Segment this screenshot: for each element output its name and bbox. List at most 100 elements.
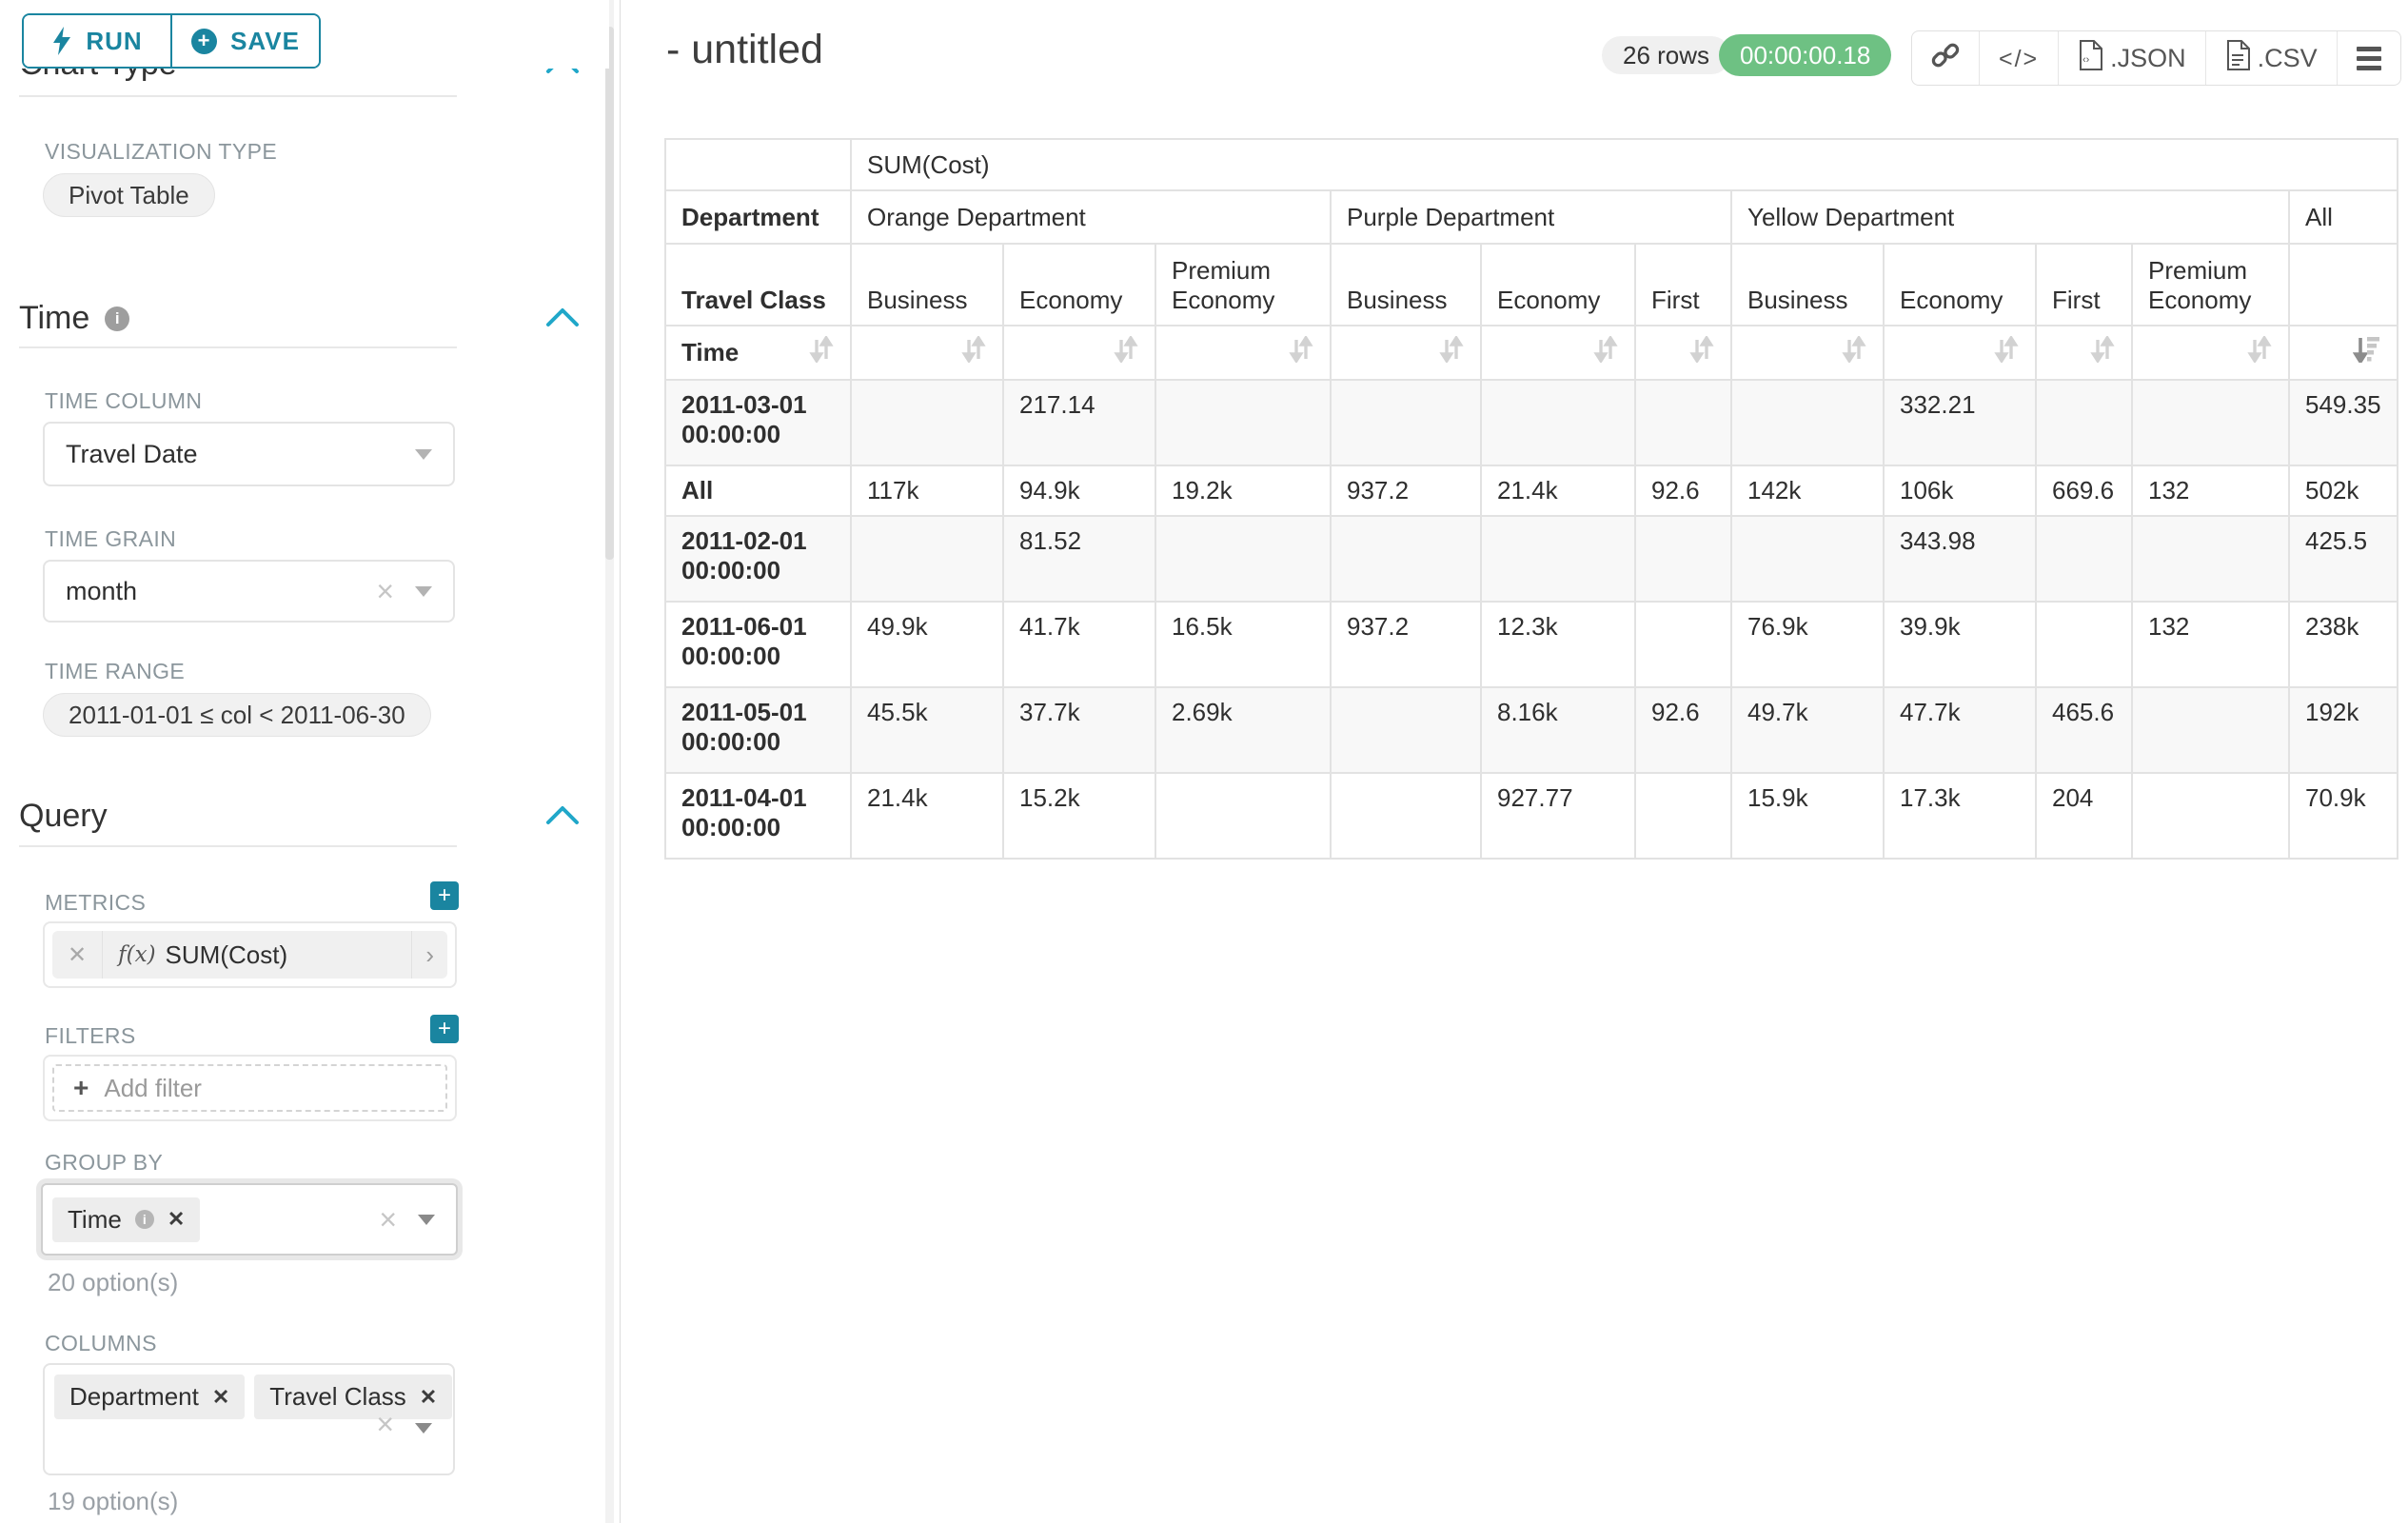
time-range-chip[interactable]: 2011-01-01 ≤ col < 2011-06-30 <box>43 693 431 737</box>
group-by-select[interactable]: Time i ✕ × <box>41 1183 458 1256</box>
sort-header-cell[interactable] <box>2035 325 2133 381</box>
sidebar-scrollbar-track[interactable] <box>605 0 614 1523</box>
value-cell <box>850 515 1004 603</box>
column-header[interactable]: Economy <box>1883 243 2037 326</box>
export-csv-button[interactable]: .CSV <box>2206 31 2338 85</box>
sort-header-cell[interactable] <box>1480 325 1636 381</box>
column-header[interactable]: Premium Economy <box>1155 243 1332 326</box>
sort-descending-icon[interactable] <box>2352 336 2381 369</box>
columns-department-chip[interactable]: Department ✕ <box>54 1375 246 1419</box>
column-header[interactable] <box>2288 243 2398 326</box>
value-cell: 132 <box>2131 601 2290 688</box>
sort-header-cell[interactable] <box>1883 325 2037 381</box>
columns-travel-class-chip-label: Travel Class <box>269 1382 406 1411</box>
chevron-up-icon[interactable] <box>545 804 580 825</box>
group-by-time-chip[interactable]: Time i ✕ <box>52 1197 201 1242</box>
info-icon[interactable]: i <box>105 306 130 331</box>
value-cell <box>1155 515 1332 603</box>
sort-icon[interactable] <box>1841 334 1867 369</box>
row-header-cell: 2011-05-01 00:00:00 <box>664 686 852 774</box>
sort-header-cell[interactable] <box>1155 325 1332 381</box>
export-json-button[interactable]: ‹› .JSON <box>2059 31 2206 85</box>
remove-chip-icon[interactable]: ✕ <box>167 1207 186 1231</box>
info-icon[interactable]: i <box>134 1210 154 1229</box>
time-grain-select[interactable]: month × <box>43 560 455 623</box>
sort-icon[interactable] <box>2246 334 2273 369</box>
row-header-cell: 2011-04-01 00:00:00 <box>664 772 852 860</box>
column-header[interactable]: Business <box>850 243 1004 326</box>
value-cell: 16.5k <box>1155 601 1332 688</box>
sort-icon[interactable] <box>1592 334 1619 369</box>
value-cell: 49.9k <box>850 601 1004 688</box>
add-filter-plus-button[interactable]: + <box>430 1015 459 1043</box>
column-header[interactable]: First <box>1634 243 1732 326</box>
add-metric-button[interactable]: + <box>430 881 459 910</box>
sort-header-cell[interactable] <box>2288 325 2398 381</box>
add-filter-button[interactable]: + Add filter <box>52 1064 447 1112</box>
column-group-header[interactable]: Yellow Department <box>1730 189 2290 245</box>
columns-travel-class-chip[interactable]: Travel Class ✕ <box>254 1375 453 1419</box>
sort-header-cell[interactable] <box>850 325 1004 381</box>
columns-options-count: 19 option(s) <box>48 1487 179 1515</box>
chevron-up-icon[interactable] <box>545 307 580 327</box>
column-header[interactable]: Business <box>1730 243 1885 326</box>
sort-header-cell[interactable] <box>1730 325 1885 381</box>
clear-icon[interactable]: × <box>376 574 394 608</box>
sort-header-cell[interactable] <box>1330 325 1482 381</box>
row-axis-time-header[interactable]: Time <box>664 325 852 381</box>
chevron-right-icon[interactable]: › <box>411 931 447 979</box>
columns-label: COLUMNS <box>45 1331 157 1355</box>
sort-icon[interactable] <box>1688 334 1715 369</box>
value-cell: 39.9k <box>1883 601 2037 688</box>
columns-select[interactable]: Department ✕ Travel Class ✕ × <box>43 1363 455 1475</box>
sidebar-scrollbar-thumb[interactable] <box>605 27 614 560</box>
value-cell: 106k <box>1883 465 2037 517</box>
column-group-header[interactable]: Orange Department <box>850 189 1332 245</box>
sort-icon[interactable] <box>1438 334 1465 369</box>
table-row: 2011-03-01 00:00:00 217.14 332.21 549.35 <box>664 379 2398 466</box>
embed-code-button[interactable]: </> <box>1980 31 2060 85</box>
column-header[interactable]: Economy <box>1480 243 1636 326</box>
sort-icon[interactable] <box>1113 334 1139 369</box>
clear-icon[interactable]: × <box>376 1407 394 1441</box>
column-group-header[interactable]: Purple Department <box>1330 189 1732 245</box>
sort-icon[interactable] <box>2089 334 2116 369</box>
chart-title[interactable]: - untitled <box>666 27 823 72</box>
sort-icon[interactable] <box>960 334 987 369</box>
value-cell: 343.98 <box>1883 515 2037 603</box>
remove-metric-icon[interactable]: ✕ <box>52 931 104 979</box>
value-cell: 425.5 <box>2288 515 2398 603</box>
metric-chip[interactable]: ✕ f(x) SUM(Cost) › <box>52 931 447 979</box>
column-header[interactable]: First <box>2035 243 2133 326</box>
clear-icon[interactable]: × <box>379 1202 397 1236</box>
value-cell <box>2131 686 2290 774</box>
remove-chip-icon[interactable]: ✕ <box>419 1384 438 1409</box>
time-column-select[interactable]: Travel Date <box>43 422 455 486</box>
link-button[interactable] <box>1912 31 1980 85</box>
sort-header-cell[interactable] <box>2131 325 2290 381</box>
column-group-header[interactable]: All <box>2288 189 2398 245</box>
lightning-icon <box>53 27 71 55</box>
column-header[interactable]: Business <box>1330 243 1482 326</box>
more-menu-button[interactable] <box>2338 31 2400 85</box>
sort-icon[interactable] <box>808 334 835 369</box>
column-header[interactable]: Economy <box>1002 243 1156 326</box>
sort-header-cell[interactable] <box>1634 325 1732 381</box>
viz-type-chip[interactable]: Pivot Table <box>43 173 215 217</box>
metric-header-cell: SUM(Cost) <box>850 138 2398 191</box>
run-button[interactable]: RUN <box>24 15 172 67</box>
metrics-label: METRICS <box>45 890 147 915</box>
sort-icon[interactable] <box>1993 334 2020 369</box>
chevron-down-icon <box>415 1423 432 1434</box>
sort-header-cell[interactable] <box>1002 325 1156 381</box>
column-header[interactable]: Premium Economy <box>2131 243 2290 326</box>
value-cell: 937.2 <box>1330 601 1482 688</box>
sort-icon[interactable] <box>1288 334 1314 369</box>
corner-cell <box>664 138 852 191</box>
value-cell <box>2131 379 2290 466</box>
embed-code-icon: </> <box>1999 45 2040 72</box>
remove-chip-icon[interactable]: ✕ <box>211 1384 230 1409</box>
value-cell: 927.77 <box>1480 772 1636 860</box>
save-button[interactable]: + SAVE <box>172 15 319 67</box>
value-cell <box>1480 515 1636 603</box>
